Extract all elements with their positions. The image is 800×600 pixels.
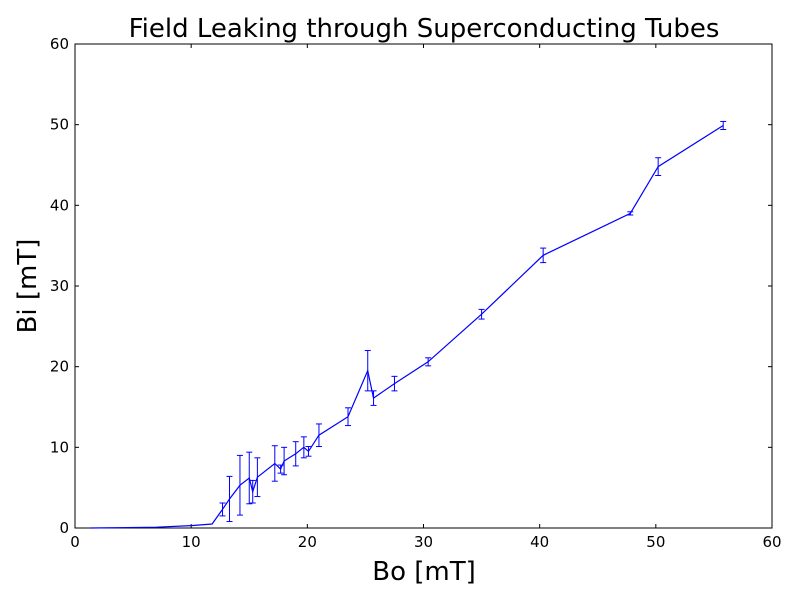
error-bar bbox=[391, 375, 398, 392]
error-bar bbox=[315, 423, 322, 448]
x-tick-label: 40 bbox=[530, 533, 549, 551]
series-line bbox=[90, 124, 724, 529]
error-bar bbox=[627, 211, 634, 216]
x-axis-label: Bo [mT] bbox=[372, 557, 476, 587]
error-bar bbox=[271, 445, 278, 482]
error-bar bbox=[249, 479, 256, 504]
error-bar bbox=[370, 390, 377, 406]
x-tick-label: 30 bbox=[414, 533, 433, 551]
error-bar bbox=[425, 357, 432, 367]
y-tick-label: 20 bbox=[50, 358, 69, 376]
error-bar bbox=[540, 247, 547, 264]
y-tick-label: 0 bbox=[59, 519, 69, 537]
x-tick-label: 10 bbox=[182, 533, 201, 551]
x-tick-label: 50 bbox=[646, 533, 665, 551]
x-tick-label: 60 bbox=[762, 533, 781, 551]
x-tick-label: 20 bbox=[298, 533, 317, 551]
error-bar bbox=[281, 446, 288, 476]
error-bar bbox=[254, 457, 261, 498]
error-bar bbox=[236, 454, 243, 516]
y-tick-label: 50 bbox=[50, 116, 69, 134]
y-axis-label: Bi [mT] bbox=[13, 239, 43, 334]
x-tick-label: 0 bbox=[70, 533, 80, 551]
chart-title: Field Leaking through Superconducting Tu… bbox=[129, 14, 720, 44]
error-bar bbox=[344, 407, 351, 427]
error-bar bbox=[364, 350, 371, 392]
error-bar bbox=[226, 475, 233, 523]
error-bar bbox=[720, 120, 727, 131]
error-bar bbox=[277, 464, 284, 474]
error-bar bbox=[292, 441, 299, 467]
y-tick-label: 60 bbox=[50, 35, 69, 53]
error-bar bbox=[305, 446, 312, 457]
error-bar bbox=[300, 436, 307, 459]
ticks-layer: 0 10 20 30 40 50 60 0 10 20 30 40 50 60 bbox=[50, 35, 782, 551]
error-bar bbox=[219, 502, 226, 517]
series-layer bbox=[90, 120, 727, 529]
plot-frame bbox=[74, 43, 773, 529]
y-tick-label: 40 bbox=[50, 196, 69, 214]
y-tick-label: 30 bbox=[50, 277, 69, 295]
error-bar bbox=[478, 308, 485, 320]
error-bar bbox=[655, 157, 662, 176]
y-tick-label: 10 bbox=[50, 438, 69, 456]
error-bar bbox=[246, 451, 253, 505]
